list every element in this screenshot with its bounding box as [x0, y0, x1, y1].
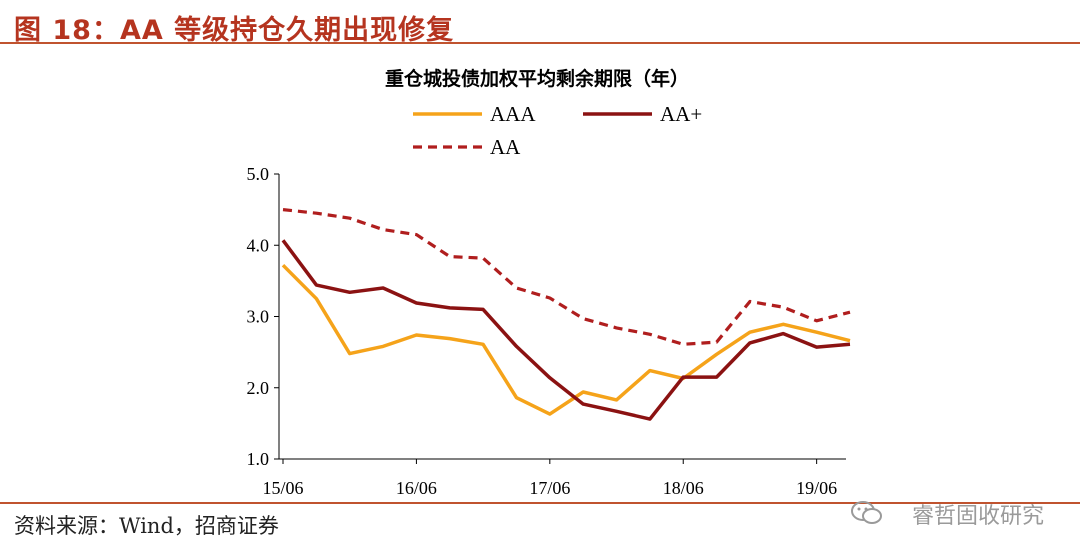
- legend-label: AA: [490, 135, 521, 159]
- legend-label: AAA: [490, 102, 536, 126]
- chart-title: 重仓城投债加权平均剩余期限（年）: [385, 67, 689, 90]
- legend-label: AA+: [660, 102, 702, 126]
- y-tick-label: 5.0: [247, 164, 270, 184]
- title-rule: [0, 42, 1080, 44]
- wechat-icon: [851, 501, 882, 524]
- x-tick-label: 15/06: [262, 478, 303, 498]
- series-line-aaplus: [281, 239, 851, 421]
- x-tick-label: 18/06: [663, 478, 704, 498]
- x-tick-label: 17/06: [529, 478, 570, 498]
- source-note: 资料来源：Wind，招商证券: [14, 514, 279, 538]
- x-tick-label: 19/06: [796, 478, 837, 498]
- y-tick-label: 4.0: [247, 235, 270, 255]
- series-line-aa: [282, 208, 851, 346]
- legend: AAA AA+ AA: [413, 102, 702, 159]
- series-line-aaa: [281, 263, 851, 416]
- y-tick-label: 3.0: [247, 307, 270, 327]
- x-tick-label: 16/06: [396, 478, 437, 498]
- plot-area: [281, 208, 851, 421]
- watermark: 睿哲固收研究: [911, 504, 1044, 529]
- figure-title: 图 18：AA 等级持仓久期出现修复: [14, 15, 455, 46]
- source-rule: [0, 502, 1080, 504]
- axes: 5.0 4.0 3.0 2.0 1.0 15/06 16/06 17/06 18/06 19/06: [247, 164, 846, 498]
- y-tick-label: 1.0: [247, 449, 270, 469]
- y-tick-label: 2.0: [247, 378, 270, 398]
